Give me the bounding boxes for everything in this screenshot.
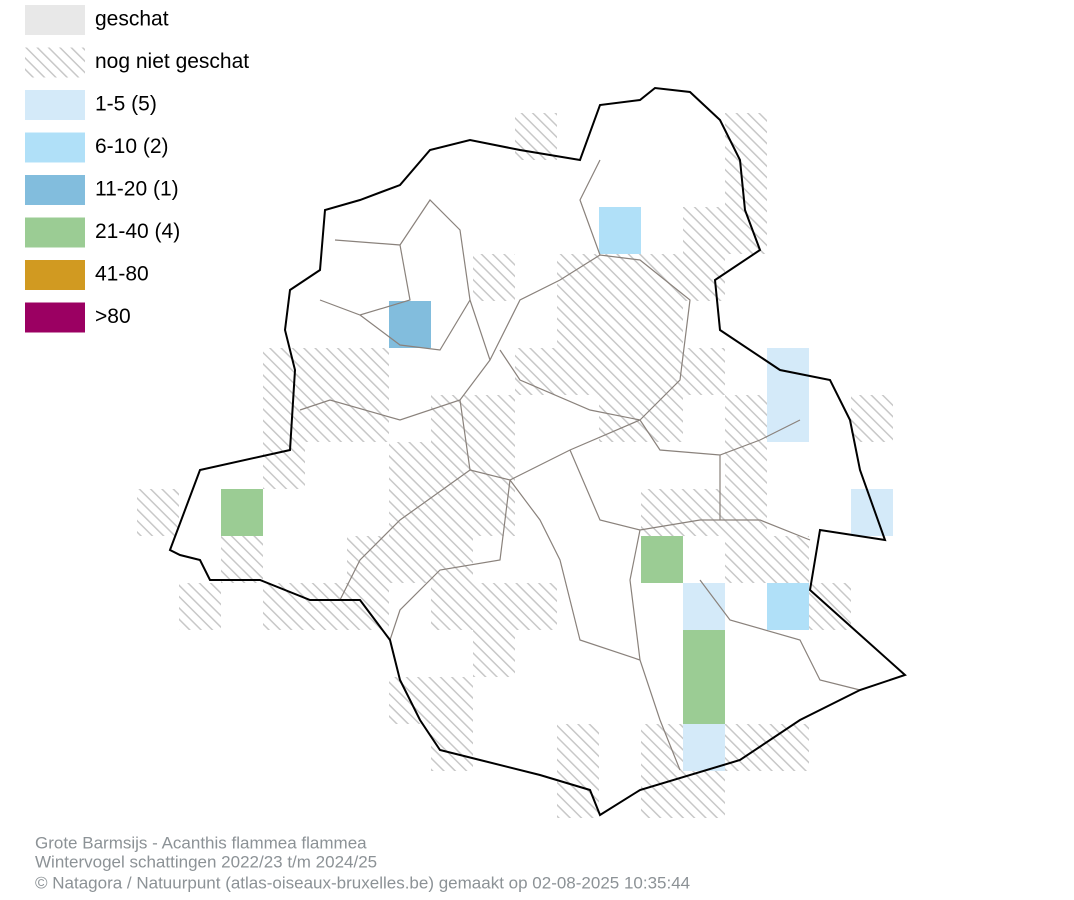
cell-unestimated — [305, 348, 347, 395]
cell-estimate — [683, 677, 725, 724]
cell-unestimated — [515, 583, 557, 630]
legend-swatch — [25, 90, 85, 120]
cell-unestimated — [431, 489, 473, 536]
legend-swatch — [25, 132, 85, 163]
cell-estimate — [389, 301, 431, 348]
cell-unestimated — [179, 583, 221, 630]
cell-unestimated — [263, 348, 305, 395]
cell-estimate — [221, 489, 263, 536]
grid-cells — [137, 113, 893, 818]
cell-unestimated — [683, 771, 725, 818]
cell-unestimated — [725, 113, 767, 160]
cell-unestimated — [389, 442, 431, 489]
cell-unestimated — [599, 348, 641, 395]
cell-estimate — [851, 489, 893, 536]
legend-label: 1-5 (5) — [95, 93, 157, 116]
legend-label: 6-10 (2) — [95, 135, 169, 158]
footer-period: Wintervogel schattingen 2022/23 t/m 2024… — [35, 852, 377, 871]
cell-unestimated — [431, 677, 473, 724]
cell-estimate — [599, 207, 641, 254]
cell-unestimated — [473, 489, 515, 536]
cell-unestimated — [599, 254, 641, 301]
cell-unestimated — [851, 395, 893, 442]
cell-unestimated — [473, 630, 515, 677]
cell-unestimated — [389, 536, 431, 583]
legend-label: 21-40 (4) — [95, 220, 180, 243]
cell-unestimated — [599, 301, 641, 348]
cell-unestimated — [725, 442, 767, 489]
cell-unestimated — [725, 724, 767, 771]
cell-unestimated — [347, 583, 389, 630]
cell-unestimated — [725, 489, 767, 536]
legend-label: >80 — [95, 305, 131, 328]
cell-unestimated — [725, 395, 767, 442]
cell-unestimated — [473, 395, 515, 442]
cell-unestimated — [725, 536, 767, 583]
cell-unestimated — [767, 724, 809, 771]
legend-swatch — [25, 175, 85, 205]
cell-unestimated — [641, 724, 683, 771]
cell-unestimated — [809, 583, 851, 630]
cell-unestimated — [263, 395, 305, 442]
cell-unestimated — [473, 442, 515, 489]
cell-estimate — [683, 630, 725, 677]
legend-swatch — [25, 217, 85, 248]
legend-swatch — [25, 47, 85, 78]
cell-unestimated — [221, 536, 263, 583]
commune-borders — [299, 159, 861, 771]
cell-unestimated — [557, 301, 599, 348]
cell-unestimated — [641, 301, 683, 348]
legend-swatch — [25, 5, 85, 35]
cell-unestimated — [305, 583, 347, 630]
cell-unestimated — [557, 348, 599, 395]
cell-unestimated — [557, 724, 599, 771]
legend-label: geschat — [95, 8, 169, 31]
cell-unestimated — [347, 395, 389, 442]
footer-species: Grote Barmsijs - Acanthis flammea flamme… — [35, 833, 367, 852]
legend-label: nog niet geschat — [95, 50, 249, 73]
cell-unestimated — [515, 348, 557, 395]
cell-unestimated — [347, 536, 389, 583]
cell-unestimated — [683, 489, 725, 536]
cell-unestimated — [431, 442, 473, 489]
cell-unestimated — [263, 583, 305, 630]
cell-unestimated — [431, 583, 473, 630]
cell-unestimated — [263, 442, 305, 489]
legend-label: 41-80 — [95, 263, 149, 286]
legend-swatch — [25, 302, 85, 333]
cell-unestimated — [683, 207, 725, 254]
cell-unestimated — [473, 583, 515, 630]
cell-unestimated — [641, 395, 683, 442]
cell-unestimated — [347, 348, 389, 395]
region-outline — [168, 86, 907, 817]
legend-swatch — [25, 260, 85, 290]
legend-label: 11-20 (1) — [95, 178, 179, 201]
cell-unestimated — [137, 489, 179, 536]
cell-estimate — [767, 395, 809, 442]
cell-estimate — [683, 583, 725, 630]
cell-estimate — [641, 536, 683, 583]
cell-estimate — [683, 724, 725, 771]
footer-credit: © Natagora / Natuurpunt (atlas-oiseaux-b… — [35, 873, 690, 892]
cell-unestimated — [641, 348, 683, 395]
cell-estimate — [767, 583, 809, 630]
cell-unestimated — [725, 160, 767, 207]
cell-unestimated — [767, 536, 809, 583]
cell-unestimated — [431, 536, 473, 583]
cell-unestimated — [473, 254, 515, 301]
cell-unestimated — [683, 348, 725, 395]
legend: geschat nog niet geschat 1-5 (5) 6-10 (2) 11… — [25, 5, 249, 333]
cell-unestimated — [305, 395, 347, 442]
